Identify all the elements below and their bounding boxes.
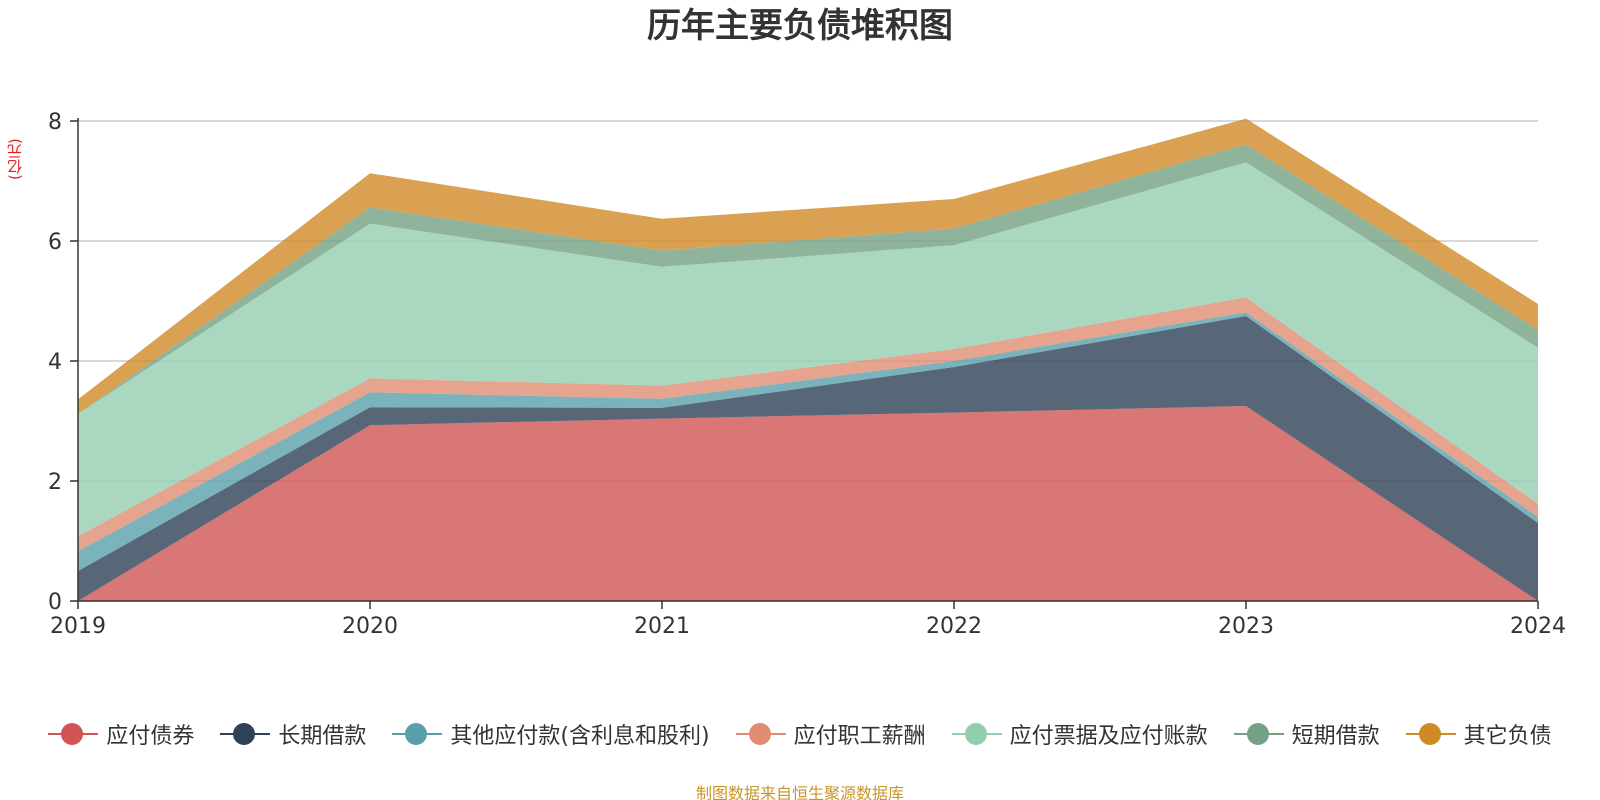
legend-marker-icon <box>220 722 271 746</box>
legend-label: 长期借款 <box>278 724 367 749</box>
chart-title: 历年主要负债堆积图 <box>647 6 953 46</box>
x-tick-label: 2019 <box>50 614 106 639</box>
x-tick-label: 2020 <box>342 614 398 639</box>
legend-label: 短期借款 <box>1291 724 1380 749</box>
x-tick-label: 2023 <box>1218 614 1274 639</box>
legend-item[interactable]: 其它负债 <box>1405 718 1552 750</box>
axes: 0 2 4 6 8 2019 2020 2021 2022 2023 2024 <box>48 110 1566 639</box>
area-series-0 <box>78 406 1538 601</box>
legend: 应付债券 长期借款 其他应付款(含利息和股利) 应付职工薪酬 应付票据及应付账款 短期借款… <box>0 718 1600 750</box>
x-tick-label: 2024 <box>1510 614 1566 639</box>
legend-label: 应付债券 <box>106 724 195 749</box>
legend-marker-icon <box>951 722 1002 746</box>
legend-label: 其它负债 <box>1463 724 1552 749</box>
area-series-1 <box>78 316 1538 601</box>
source-note: 制图数据来自恒生聚源数据库 <box>695 784 904 800</box>
y-tick-label: 4 <box>48 350 62 375</box>
legend-item[interactable]: 长期借款 <box>220 718 366 750</box>
legend-marker-icon <box>48 722 99 746</box>
legend-item[interactable]: 短期借款 <box>1233 718 1380 750</box>
legend-marker-icon <box>1233 722 1284 746</box>
legend-label: 应付职工薪酬 <box>793 724 926 749</box>
x-tick-label: 2022 <box>926 614 982 639</box>
area-series <box>78 118 1538 601</box>
legend-item[interactable]: 应付债券 <box>48 718 194 750</box>
y-tick-label: 0 <box>48 590 62 615</box>
y-tick-label: 2 <box>48 470 62 495</box>
stacked-area-chart: 0 2 4 6 8 2019 2020 2021 2022 2023 2024 <box>48 110 1566 639</box>
area-series-6 <box>78 118 1538 414</box>
legend-item[interactable]: 其他应付款(含利息和股利) <box>392 718 710 750</box>
y-tick-label: 8 <box>48 110 62 135</box>
y-tick-label: 6 <box>48 230 62 255</box>
x-tick-label: 2021 <box>634 614 690 639</box>
area-series-4 <box>78 162 1538 537</box>
legend-marker-icon <box>1405 722 1456 746</box>
legend-label: 其他应付款(含利息和股利) <box>450 724 710 749</box>
legend-item[interactable]: 应付职工薪酬 <box>735 718 926 750</box>
legend-item[interactable]: 应付票据及应付账款 <box>951 718 1208 750</box>
legend-marker-icon <box>735 722 786 746</box>
legend-marker-icon <box>392 722 443 746</box>
legend-label: 应付票据及应付账款 <box>1009 724 1208 749</box>
